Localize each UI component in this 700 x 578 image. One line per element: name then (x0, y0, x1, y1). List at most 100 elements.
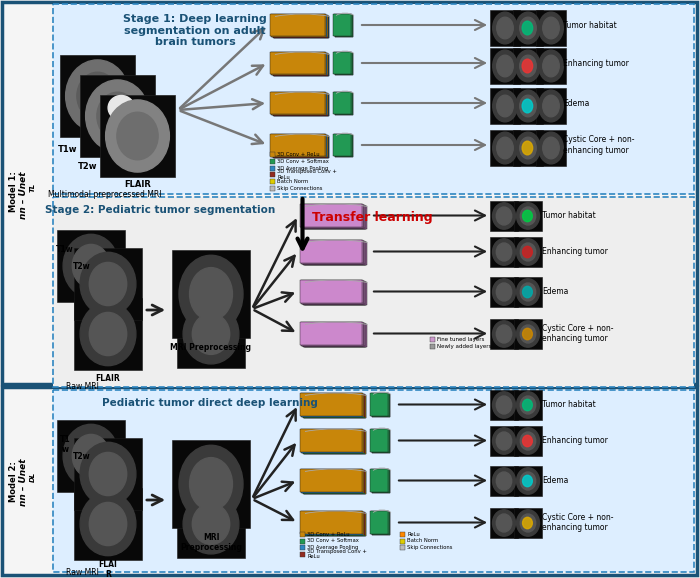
Text: 3D Conv + Softmax: 3D Conv + Softmax (307, 539, 359, 543)
FancyBboxPatch shape (335, 93, 354, 115)
FancyBboxPatch shape (304, 282, 367, 305)
Ellipse shape (493, 279, 515, 305)
Ellipse shape (493, 12, 517, 44)
FancyBboxPatch shape (177, 300, 245, 368)
FancyBboxPatch shape (304, 324, 366, 347)
Ellipse shape (497, 137, 513, 159)
FancyBboxPatch shape (400, 539, 405, 543)
FancyBboxPatch shape (300, 539, 305, 543)
Text: T2w: T2w (74, 452, 91, 461)
FancyBboxPatch shape (172, 250, 250, 338)
FancyBboxPatch shape (334, 134, 351, 157)
FancyBboxPatch shape (302, 281, 365, 304)
Ellipse shape (493, 132, 517, 164)
Ellipse shape (517, 510, 540, 536)
FancyBboxPatch shape (270, 159, 275, 164)
Text: Model 1:: Model 1: (10, 172, 18, 213)
FancyBboxPatch shape (301, 240, 363, 264)
FancyBboxPatch shape (300, 429, 363, 453)
FancyBboxPatch shape (490, 508, 518, 538)
FancyBboxPatch shape (300, 393, 363, 416)
Ellipse shape (190, 268, 232, 320)
Ellipse shape (542, 55, 559, 77)
FancyBboxPatch shape (272, 135, 326, 157)
FancyBboxPatch shape (513, 10, 543, 46)
Ellipse shape (496, 325, 512, 343)
FancyBboxPatch shape (490, 237, 518, 267)
Ellipse shape (493, 468, 515, 494)
FancyBboxPatch shape (272, 92, 326, 114)
FancyBboxPatch shape (302, 430, 364, 453)
FancyBboxPatch shape (372, 470, 391, 493)
FancyBboxPatch shape (303, 206, 365, 228)
Ellipse shape (496, 243, 512, 261)
FancyBboxPatch shape (74, 488, 142, 560)
FancyBboxPatch shape (270, 172, 275, 177)
FancyBboxPatch shape (302, 323, 364, 346)
Ellipse shape (493, 321, 515, 347)
Ellipse shape (520, 283, 536, 301)
FancyBboxPatch shape (303, 242, 365, 265)
FancyBboxPatch shape (302, 512, 365, 535)
Ellipse shape (522, 328, 532, 340)
Text: Multimodal preprocessed MRI: Multimodal preprocessed MRI (48, 190, 162, 199)
FancyBboxPatch shape (300, 240, 363, 263)
Text: FLAI
R: FLAI R (99, 560, 118, 578)
Ellipse shape (90, 262, 127, 306)
Text: Edema: Edema (542, 476, 568, 485)
Ellipse shape (496, 283, 512, 301)
Ellipse shape (80, 302, 136, 366)
FancyBboxPatch shape (430, 344, 435, 349)
FancyBboxPatch shape (335, 135, 353, 157)
Ellipse shape (63, 234, 119, 298)
Ellipse shape (179, 445, 243, 523)
FancyBboxPatch shape (274, 94, 330, 116)
Ellipse shape (493, 510, 515, 536)
FancyBboxPatch shape (370, 429, 388, 452)
Ellipse shape (520, 207, 536, 225)
Text: nn – Unet: nn – Unet (18, 171, 27, 218)
Ellipse shape (108, 95, 134, 120)
FancyBboxPatch shape (270, 166, 275, 171)
FancyBboxPatch shape (335, 53, 354, 75)
Ellipse shape (80, 442, 136, 506)
FancyBboxPatch shape (270, 186, 275, 191)
Ellipse shape (90, 502, 127, 546)
FancyBboxPatch shape (303, 431, 365, 454)
Ellipse shape (522, 475, 532, 487)
FancyBboxPatch shape (273, 94, 328, 116)
Ellipse shape (63, 424, 119, 488)
FancyBboxPatch shape (333, 92, 351, 114)
FancyBboxPatch shape (272, 15, 328, 37)
FancyBboxPatch shape (274, 54, 330, 76)
Text: T1w: T1w (56, 245, 74, 254)
Text: ReLu: ReLu (407, 532, 420, 537)
FancyBboxPatch shape (270, 52, 325, 74)
FancyBboxPatch shape (300, 280, 362, 303)
Ellipse shape (72, 435, 110, 477)
Ellipse shape (522, 435, 532, 447)
Ellipse shape (493, 203, 515, 229)
FancyBboxPatch shape (271, 134, 326, 156)
FancyBboxPatch shape (53, 4, 694, 194)
FancyBboxPatch shape (303, 470, 365, 494)
Ellipse shape (522, 210, 532, 222)
FancyBboxPatch shape (302, 281, 363, 304)
FancyBboxPatch shape (304, 281, 365, 305)
Text: Newly added layers: Newly added layers (437, 344, 491, 349)
FancyBboxPatch shape (371, 512, 388, 535)
Ellipse shape (516, 132, 540, 164)
FancyBboxPatch shape (304, 513, 365, 536)
FancyBboxPatch shape (536, 48, 566, 84)
Ellipse shape (117, 112, 158, 160)
Ellipse shape (106, 100, 169, 172)
FancyBboxPatch shape (302, 430, 365, 453)
Text: T2w: T2w (78, 162, 98, 171)
Ellipse shape (72, 244, 110, 288)
FancyBboxPatch shape (335, 92, 353, 115)
Text: 3D Conv + ReLu: 3D Conv + ReLu (277, 152, 320, 157)
FancyBboxPatch shape (74, 438, 142, 510)
FancyBboxPatch shape (304, 324, 365, 347)
FancyBboxPatch shape (490, 48, 520, 84)
Text: MRI
Preprocessing: MRI Preprocessing (180, 533, 242, 553)
